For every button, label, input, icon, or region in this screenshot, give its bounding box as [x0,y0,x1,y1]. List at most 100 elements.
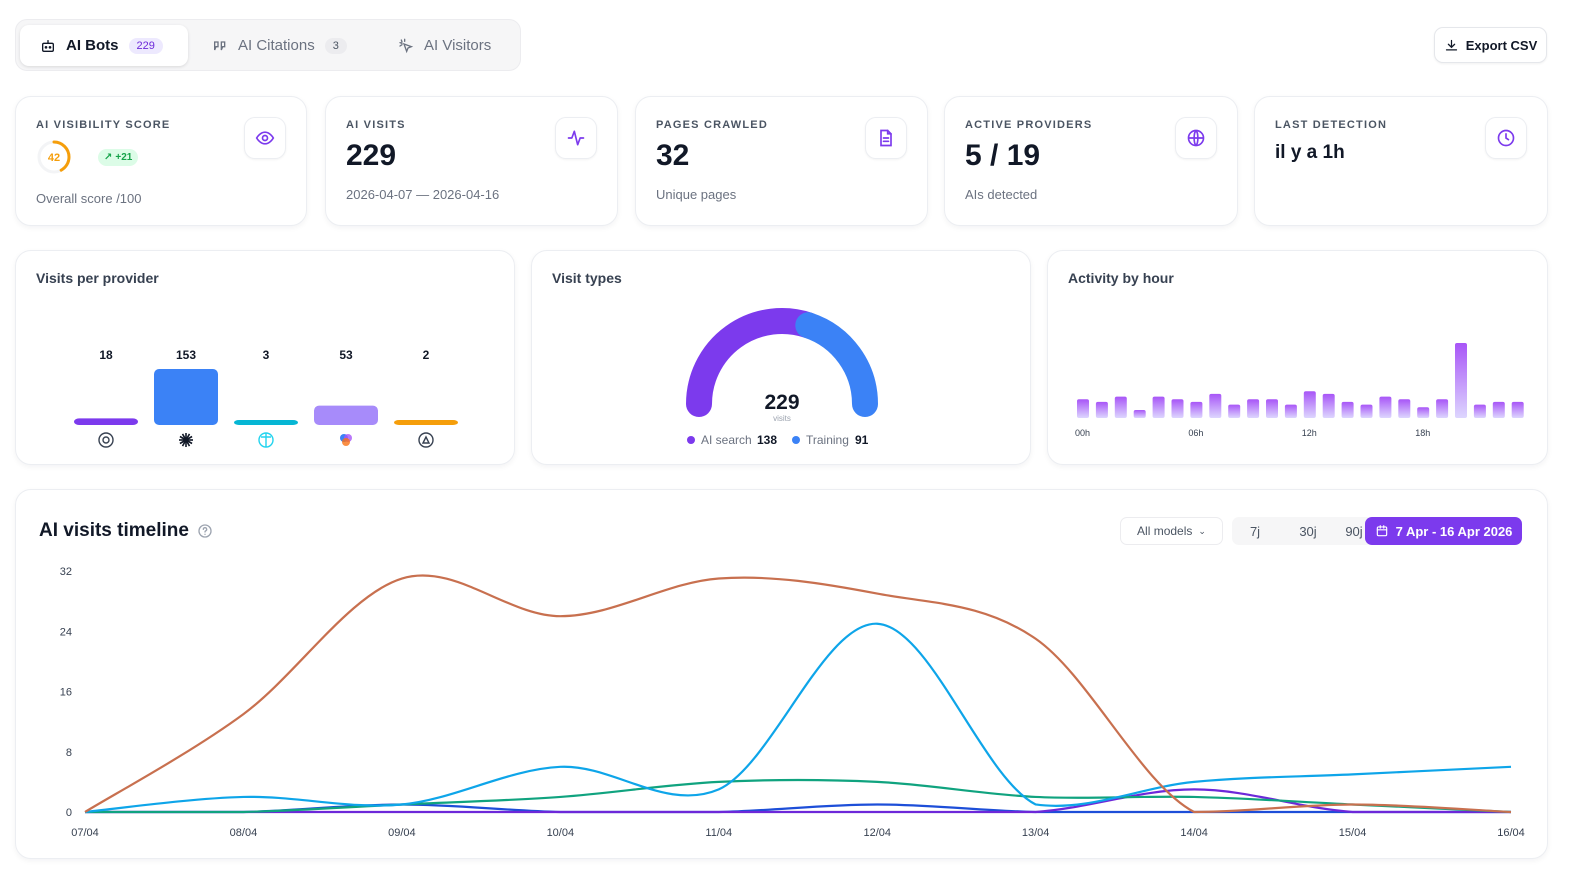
kpi-sub: Overall score /100 [36,191,142,206]
timeline-title-text: AI visits timeline [39,520,189,541]
gauge-segment-training [795,312,878,417]
kpi-value: il y a 1h [1275,142,1345,163]
tab-label: AI Citations [238,37,315,54]
hour-bar [1095,401,1108,418]
bar-value-label: 53 [339,348,353,362]
score-value: 42 [48,152,60,164]
y-tick-label: 32 [60,566,72,578]
bar-other [394,420,458,425]
y-tick-label: 24 [60,626,72,638]
hour-bar [1190,401,1203,418]
tab-count-badge: 3 [324,37,347,54]
tab-ai-bots[interactable]: AI Bots 229 [20,25,188,66]
tab-label: AI Bots [66,37,119,54]
tab-ai-visitors[interactable]: AI Visitors [398,25,491,66]
kpi-value: 229 [346,139,397,172]
export-csv-button[interactable]: Export CSV [1434,27,1547,63]
hour-bar [1266,399,1278,418]
kpi-sub: 2026-04-07 — 2026-04-16 [346,187,500,202]
document-icon [865,117,907,159]
kpi-label: AI VISITS [346,119,406,131]
hour-tick-label: 00h [1075,428,1090,438]
activity-icon [555,117,597,159]
hour-bar [1492,401,1505,418]
hour-bar [1152,396,1165,418]
kpi-sub: AIs detected [965,187,1038,202]
hour-bar [1171,399,1184,418]
kpi-value: 32 [656,139,690,172]
tabs-bar: AI Bots 229 AI Citations 3 AI Visitors [15,19,521,71]
hour-bar [1417,407,1430,418]
download-icon [1445,39,1457,50]
other-icon [418,432,434,448]
gauge-segment-ai-search [686,308,822,417]
kpi-label: ACTIVE PROVIDERS [965,119,1093,131]
kpi-label: PAGES CRAWLED [656,119,768,131]
panel-title: Visits per provider [36,270,159,286]
hour-bar [1511,401,1524,418]
hour-bar [1284,404,1297,418]
chevron-down-icon: ⌄ [1198,525,1206,536]
kpi-visibility-score: AI VISIBILITY SCORE 42 ↗ +21 Overall scor… [15,96,307,226]
bar-openai [74,418,138,425]
models-dropdown[interactable]: All models ⌄ [1120,517,1223,545]
hour-bar [1228,404,1241,418]
tab-ai-citations[interactable]: AI Citations 3 [212,25,347,66]
hour-bar [1436,399,1449,418]
legend-label: AI search [701,433,752,447]
activity-hour-chart: 00h 06h 12h 18h [1075,343,1524,438]
kpi-ai-visits: AI VISITS 229 2026-04-07 — 2026-04-16 [325,96,618,226]
bar-value-label: 153 [176,348,196,362]
x-tick-label: 11/04 [705,827,732,839]
date-range-button[interactable]: 7 Apr - 16 Apr 2026 [1365,517,1522,545]
y-tick-label: 0 [66,807,72,819]
series-line-anthropic [84,574,1512,814]
anthropic-icon [179,433,193,447]
x-tick-label: 10/04 [547,827,575,839]
delta-value: +21 [115,152,133,163]
bot-icon [42,39,54,52]
hour-bar [1209,393,1222,418]
x-tick-label: 15/04 [1339,827,1367,839]
series-line-openai [85,778,1512,814]
panel-title: Visit types [552,270,622,286]
eye-icon [244,117,286,159]
hour-bar [1473,404,1486,418]
bar-copilot [314,405,378,425]
hour-bar [1360,404,1373,418]
legend-dot [687,436,695,444]
range-90j-button[interactable]: 90j [1345,523,1363,539]
quote-icon [214,40,226,50]
models-select-value: All models [1137,524,1193,538]
bar-value-label: 3 [263,348,270,362]
x-tick-label: 12/04 [863,827,891,839]
provider-bar-chart: 18 153 3 53 2 [74,348,458,448]
y-tick-label: 16 [60,687,72,699]
kpi-sub: Unique pages [656,187,737,202]
legend-dot [792,436,800,444]
hour-bar [1455,343,1467,418]
hour-bar [1077,399,1089,418]
x-tick-label: 14/04 [1180,827,1208,839]
x-tick-label: 07/04 [71,827,99,839]
x-tick-label: 16/04 [1497,827,1525,839]
tab-count-badge: 229 [128,37,163,54]
panel-title: Activity by hour [1068,270,1174,286]
panel-ai-visits-timeline: AI visits timeline All models ⌄ 7j 30j 9… [15,489,1548,859]
series-line-search [84,622,1512,814]
score-delta-badge: ↗ +21 [98,149,139,166]
tab-label: AI Visitors [424,37,492,54]
x-tick-label: 13/04 [1022,827,1050,839]
range-30j-button[interactable]: 30j [1299,523,1317,539]
hour-tick-label: 18h [1415,428,1430,438]
clock-icon [1485,117,1527,159]
timeline-line-chart: 0 8 16 24 32 07/04 08/04 09/04 10/04 11/04 12/04 13… [60,566,1525,839]
range-7j-button[interactable]: 7j [1249,523,1261,539]
bar-value-label: 18 [99,348,113,362]
hour-bar [1133,409,1146,418]
x-tick-label: 08/04 [230,827,258,839]
calendar-icon [1376,525,1387,537]
help-icon[interactable] [197,523,213,539]
openai-icon [98,432,114,448]
